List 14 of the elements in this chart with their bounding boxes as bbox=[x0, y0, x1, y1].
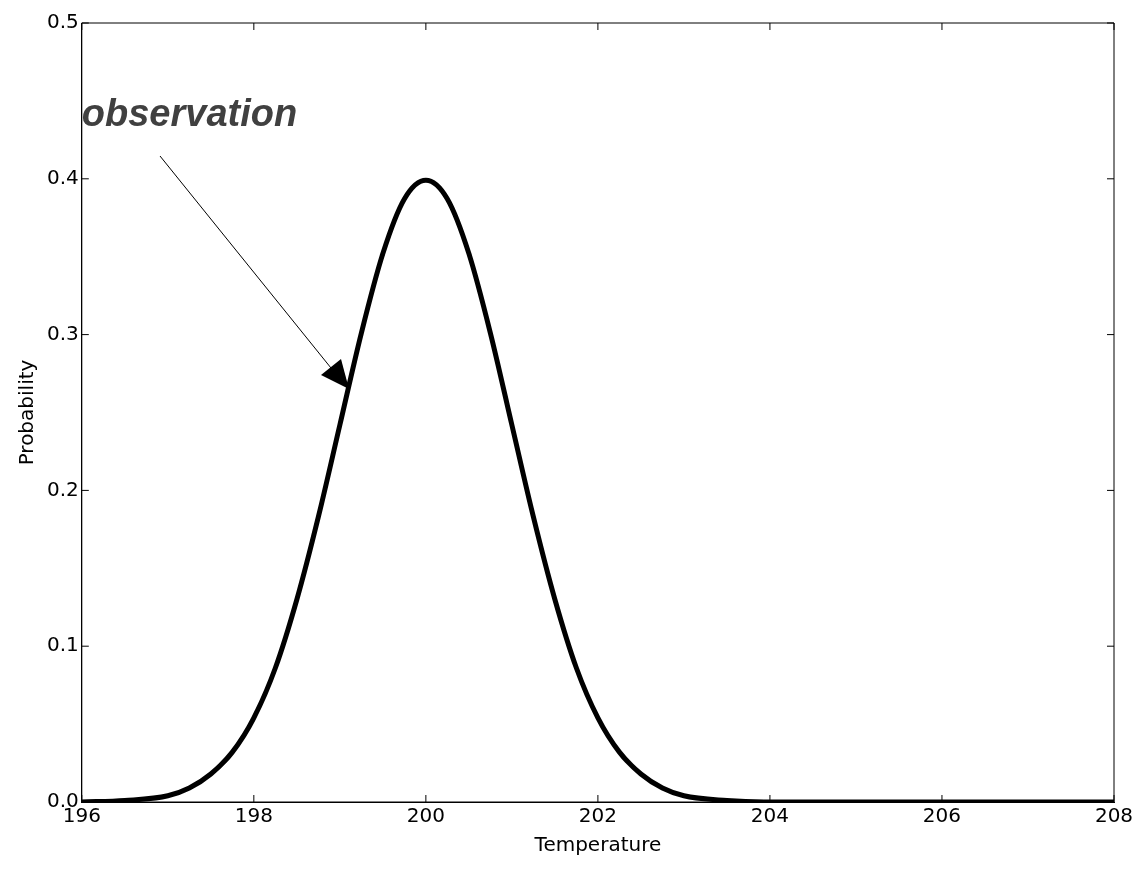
y-axis-title: Probability bbox=[14, 359, 39, 466]
x-tick-label: 206 bbox=[922, 803, 962, 828]
x-tick-label: 202 bbox=[578, 803, 617, 828]
x-tick-label: 204 bbox=[750, 803, 790, 828]
y-tick-label: 0.4 bbox=[46, 165, 79, 189]
x-tick-label: 208 bbox=[1094, 803, 1134, 828]
x-tick-label: 198 bbox=[234, 803, 273, 828]
annotation: observation bbox=[81, 92, 298, 134]
y-tick-label: 0.3 bbox=[46, 320, 79, 345]
y-tick-label: 0.2 bbox=[46, 476, 79, 501]
x-axis-title: Temperature bbox=[533, 832, 662, 857]
y-tick-label: 0.1 bbox=[46, 632, 79, 657]
y-tick-label: 0.5 bbox=[46, 9, 79, 34]
x-tick-label: 200 bbox=[406, 803, 445, 828]
